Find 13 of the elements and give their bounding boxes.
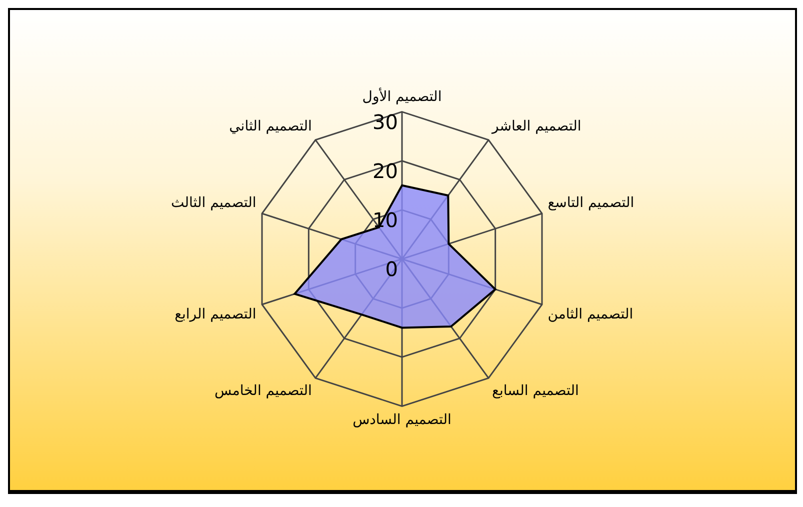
spoke-label: التصميم التاسع [548, 194, 634, 211]
y-tick-label: 0 [385, 257, 398, 282]
spoke-label: التصميم الخامس [214, 382, 312, 399]
spoke-label: التصميم الثالث [171, 194, 256, 211]
y-tick-label: 30 [372, 110, 398, 134]
spoke-label: التصميم الرابع [174, 306, 256, 322]
spoke-label: التصميم العاشر [491, 118, 582, 134]
spoke-label: التصميم الثامن [548, 306, 634, 322]
spoke-label: التصميم السادس [352, 412, 452, 428]
y-tick-label: 20 [372, 159, 398, 184]
spoke-label: التصميم الثاني [229, 118, 312, 134]
spoke-label: التصميم الأول [362, 87, 442, 106]
spoke-label: التصميم السابع [492, 382, 579, 399]
